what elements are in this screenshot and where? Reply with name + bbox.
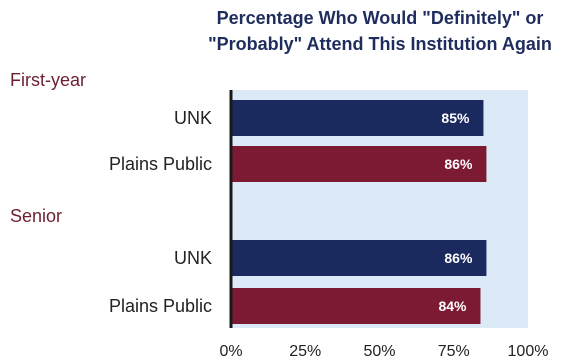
x-tick-label-100: 100%	[508, 343, 549, 360]
chart-title-line-1: Percentage Who Would "Definitely" or	[216, 8, 544, 28]
bar-senior-plains-public	[231, 288, 481, 324]
x-tick-label-25: 25%	[289, 343, 321, 360]
category-label-first-year-unk: UNK	[174, 108, 212, 128]
chart-title-line-2: "Probably" Attend This Institution Again	[208, 34, 552, 54]
value-label-senior-unk: 86%	[444, 250, 473, 266]
value-label-first-year-unk: 85%	[441, 110, 470, 126]
group-label-first-year: First-year	[10, 70, 86, 90]
category-label-senior-unk: UNK	[174, 248, 212, 268]
category-label-senior-plains-public: Plains Public	[109, 296, 212, 316]
x-tick-label-0: 0%	[219, 343, 242, 360]
x-tick-label-75: 75%	[438, 343, 470, 360]
bar-first-year-plains-public	[231, 146, 487, 182]
value-label-first-year-plains-public: 86%	[444, 156, 473, 172]
bar-senior-unk	[231, 240, 487, 276]
group-label-senior: Senior	[10, 206, 63, 226]
x-tick-label-50: 50%	[363, 343, 395, 360]
bar-first-year-unk	[231, 100, 484, 136]
category-label-first-year-plains-public: Plains Public	[109, 154, 212, 174]
value-label-senior-plains-public: 84%	[438, 298, 467, 314]
